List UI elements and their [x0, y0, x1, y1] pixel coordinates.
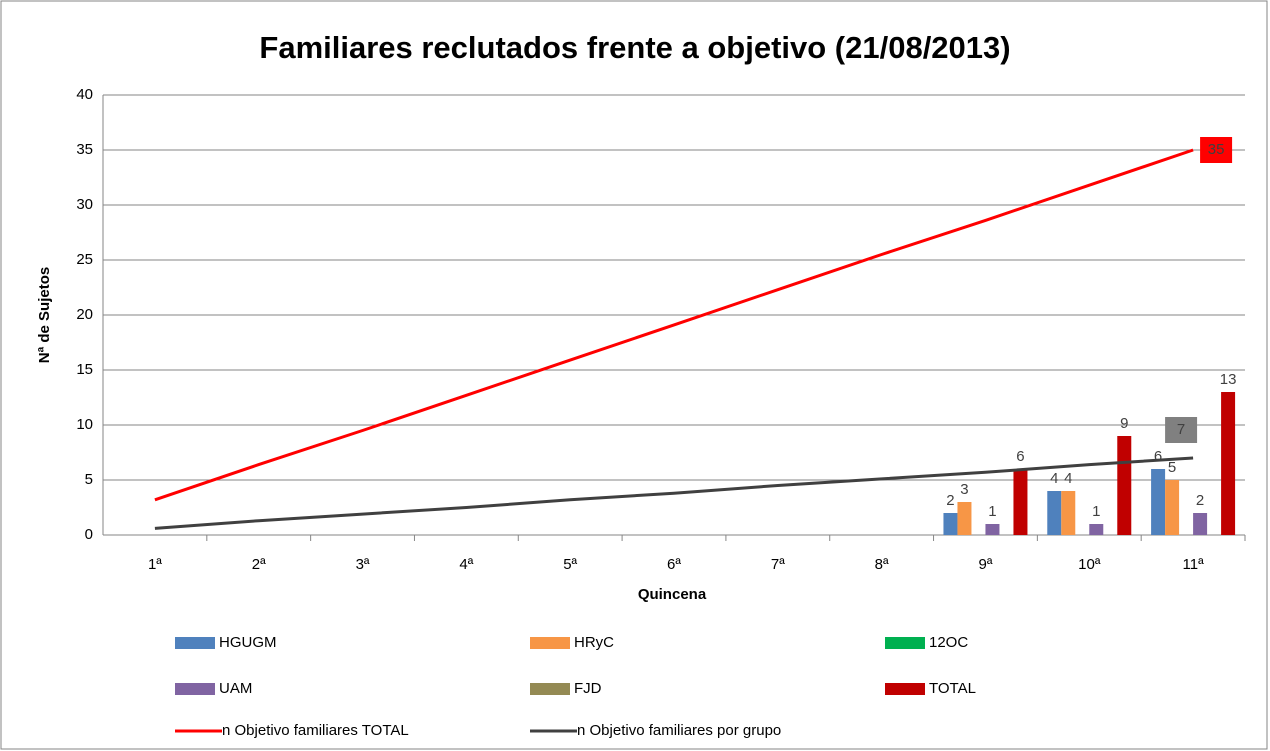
- x-tick-label: 6ª: [667, 556, 681, 573]
- y-tick-label: 25: [76, 251, 93, 268]
- x-tick-label: 8ª: [875, 556, 889, 573]
- y-tick-label: 35: [76, 141, 93, 158]
- x-tick-label: 7ª: [771, 556, 785, 573]
- data-label: 35: [1208, 141, 1225, 158]
- y-tick-label: 20: [76, 306, 93, 323]
- bar: [1061, 491, 1076, 535]
- x-tick-label: 5ª: [563, 556, 577, 573]
- x-tick-label: 11ª: [1183, 556, 1205, 573]
- data-label-box: [1165, 417, 1198, 443]
- x-tick-label: 1ª: [148, 556, 162, 573]
- y-axis-label: Nª de Sujetos: [36, 267, 53, 363]
- bar: [1089, 524, 1104, 535]
- data-label: 1: [1092, 503, 1100, 520]
- legend-label: HGUGM: [219, 634, 277, 651]
- data-label: 4: [1064, 470, 1072, 487]
- y-tick-label: 30: [76, 196, 93, 213]
- data-label: 9: [1120, 415, 1128, 432]
- bar: [1013, 469, 1028, 535]
- legend-label: FJD: [574, 680, 602, 697]
- bar: [943, 513, 958, 535]
- y-tick-label: 10: [76, 416, 93, 433]
- chart-title: Familiares reclutados frente a objetivo …: [259, 30, 1010, 65]
- data-label: 7: [1177, 421, 1185, 438]
- legend-label: TOTAL: [929, 680, 976, 697]
- data-label: 1: [988, 503, 996, 520]
- bar: [985, 524, 1000, 535]
- data-label: 2: [946, 492, 954, 509]
- legend-label: 12OC: [929, 634, 968, 651]
- data-label: 2: [1196, 492, 1204, 509]
- y-tick-label: 5: [85, 471, 93, 488]
- legend-swatch: [175, 637, 215, 649]
- legend-label: UAM: [219, 680, 252, 697]
- legend-label: n Objetivo familiares TOTAL: [222, 722, 409, 739]
- y-tick-label: 40: [76, 86, 93, 103]
- x-tick-label: 4ª: [459, 556, 473, 573]
- data-label: 13: [1220, 371, 1237, 388]
- bar: [1117, 436, 1132, 535]
- x-axis-label: Quincena: [638, 586, 707, 603]
- legend-swatch: [885, 683, 925, 695]
- bar: [1151, 469, 1166, 535]
- y-tick-label: 0: [85, 526, 93, 543]
- bar: [1047, 491, 1062, 535]
- data-label: 6: [1016, 448, 1024, 465]
- x-tick-label: 3ª: [356, 556, 370, 573]
- legend-label: n Objetivo familiares por grupo: [577, 722, 781, 739]
- bar: [957, 502, 972, 535]
- legend-label: HRyC: [574, 634, 614, 651]
- line: [154, 148, 1194, 502]
- x-tick-label: 9ª: [979, 556, 993, 573]
- bar: [1221, 392, 1236, 535]
- data-label: 4: [1050, 470, 1058, 487]
- y-tick-label: 15: [76, 361, 93, 378]
- x-tick-label: 10ª: [1078, 556, 1101, 573]
- bar: [1193, 513, 1208, 535]
- x-tick-label: 2ª: [252, 556, 266, 573]
- data-label: 5: [1168, 459, 1176, 476]
- legend-swatch: [885, 637, 925, 649]
- legend-swatch: [530, 637, 570, 649]
- legend-swatch: [530, 683, 570, 695]
- bar: [1165, 480, 1180, 535]
- legend-swatch: [175, 683, 215, 695]
- data-label: 3: [960, 481, 968, 498]
- line: [154, 456, 1194, 530]
- data-label-box: [1200, 137, 1233, 163]
- data-label: 6: [1154, 448, 1162, 465]
